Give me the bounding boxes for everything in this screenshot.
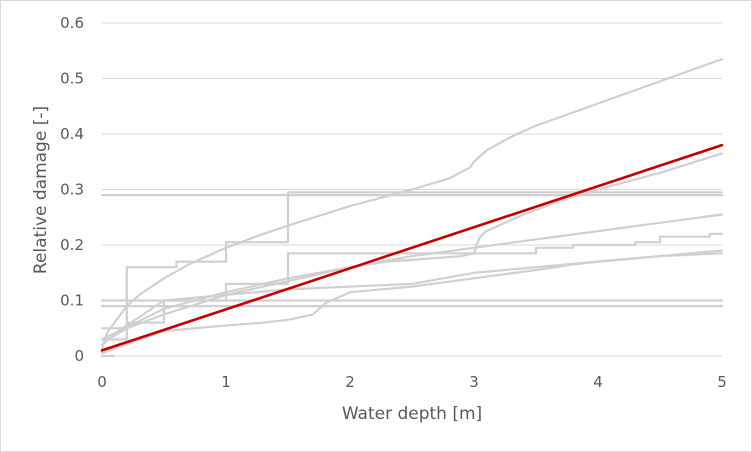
series-line-6 xyxy=(100,252,724,346)
y-tick-label: 0.5 xyxy=(60,70,84,88)
y-axis-title: Relative damage [-] xyxy=(31,106,51,274)
x-tick-label: 3 xyxy=(469,373,479,391)
series-line-0 xyxy=(100,57,724,352)
x-axis-title: Water depth [m] xyxy=(342,404,482,424)
y-tick-labels: 0 0.1 0.2 0.3 0.4 0.5 0.6 xyxy=(60,14,84,365)
x-tick-label: 0 xyxy=(97,373,107,391)
y-tick-label: 0 xyxy=(74,347,84,365)
y-tick-label: 0.6 xyxy=(60,14,84,32)
series-line-5 xyxy=(100,249,724,355)
x-tick-label: 4 xyxy=(593,373,603,391)
series-line-2 xyxy=(100,152,724,346)
y-tick-label: 0.4 xyxy=(60,125,84,143)
y-tick-label: 0.3 xyxy=(60,181,84,199)
x-tick-label: 5 xyxy=(717,373,727,391)
x-tick-label: 1 xyxy=(221,373,231,391)
series-line-highlight xyxy=(100,143,724,352)
x-tick-label: 2 xyxy=(345,373,355,391)
y-tick-label: 0.1 xyxy=(60,292,84,310)
series-line-1 xyxy=(100,191,724,330)
x-tick-labels: 0 1 2 3 4 5 xyxy=(97,373,727,391)
series-layer xyxy=(100,57,724,358)
series-line-4 xyxy=(100,232,724,341)
y-tick-label: 0.2 xyxy=(60,236,84,254)
